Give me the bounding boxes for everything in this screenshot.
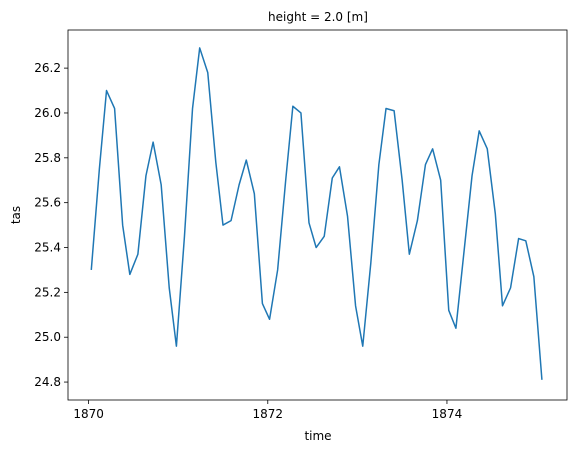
x-tick-label: 1874 — [432, 407, 463, 421]
y-tick-label: 25.2 — [34, 285, 61, 299]
line — [90, 47, 543, 380]
y-axis-label: tas — [9, 206, 23, 224]
plot-frame — [67, 29, 568, 401]
x-tick-label: 1870 — [73, 407, 104, 421]
y-tick-label: 24.8 — [34, 375, 61, 389]
y-tick-label: 25.4 — [34, 241, 61, 255]
y-tick-label: 25.6 — [34, 196, 61, 210]
x-axis-label: time — [304, 429, 331, 443]
x-tick-label: 1872 — [253, 407, 284, 421]
y-tick-label: 25.0 — [34, 330, 61, 344]
y-tick-label: 26.0 — [34, 106, 61, 120]
chart-title: height = 2.0 [m] — [268, 10, 368, 24]
y-tick-label: 25.8 — [34, 151, 61, 165]
y-tick-label: 26.2 — [34, 61, 61, 75]
